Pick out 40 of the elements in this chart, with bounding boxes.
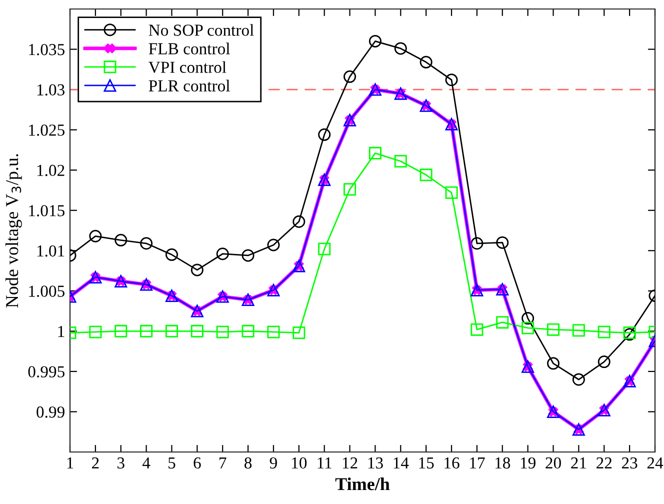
legend-label: No SOP control bbox=[148, 24, 254, 36]
x-tick-label: 24 bbox=[647, 457, 664, 468]
legend-label: FLB control bbox=[148, 42, 230, 54]
y-tick-label: 0.995 bbox=[28, 366, 64, 378]
x-tick-label: 16 bbox=[444, 457, 460, 469]
y-axis-title: Node voltage V$_{3}$/p.u. bbox=[5, 154, 22, 308]
y-tick-label: 1.025 bbox=[29, 124, 64, 136]
x-tick-label: 2 bbox=[92, 457, 99, 468]
y-tick-label: 1.015 bbox=[29, 205, 64, 216]
x-tick-label: 9 bbox=[270, 457, 277, 469]
x-tick-label: 13 bbox=[368, 457, 383, 469]
x-tick-label: 21 bbox=[571, 457, 586, 468]
y-tick-label: 1.03 bbox=[37, 84, 64, 96]
x-tick-label: 10 bbox=[292, 457, 307, 469]
y-tick-label: 1.01 bbox=[37, 245, 64, 257]
legend-label: PLR control bbox=[148, 80, 230, 92]
x-tick-label: 5 bbox=[168, 458, 176, 469]
x-tick-label: 4 bbox=[142, 457, 150, 468]
x-tick-label: 8 bbox=[244, 457, 252, 469]
x-tick-label: 11 bbox=[318, 457, 332, 468]
x-tick-label: 1 bbox=[67, 457, 74, 468]
x-tick-label: 12 bbox=[342, 457, 358, 468]
x-tick-label: 19 bbox=[520, 457, 536, 469]
x-tick-label: 20 bbox=[546, 457, 561, 469]
x-tick-label: 23 bbox=[622, 457, 638, 469]
x-tick-label: 7 bbox=[220, 458, 226, 468]
y-tick-label: 1.02 bbox=[37, 164, 64, 176]
y-tick-label: 0.99 bbox=[36, 406, 64, 418]
x-tick-label: 17 bbox=[470, 457, 485, 468]
y-tick-label: 1.035 bbox=[29, 44, 64, 56]
x-tick-label: 14 bbox=[394, 457, 409, 468]
x-axis-title: Time/h bbox=[335, 478, 390, 490]
x-tick-label: 15 bbox=[419, 457, 434, 469]
y-tick-label: 1.005 bbox=[29, 286, 64, 297]
x-tick-label: 3 bbox=[118, 457, 124, 469]
x-tick-label: 6 bbox=[194, 457, 201, 469]
x-tick-label: 18 bbox=[496, 457, 510, 469]
legend-label: VPI control bbox=[148, 61, 226, 74]
y-tick-label: 1 bbox=[58, 326, 64, 337]
x-tick-label: 22 bbox=[596, 457, 612, 468]
